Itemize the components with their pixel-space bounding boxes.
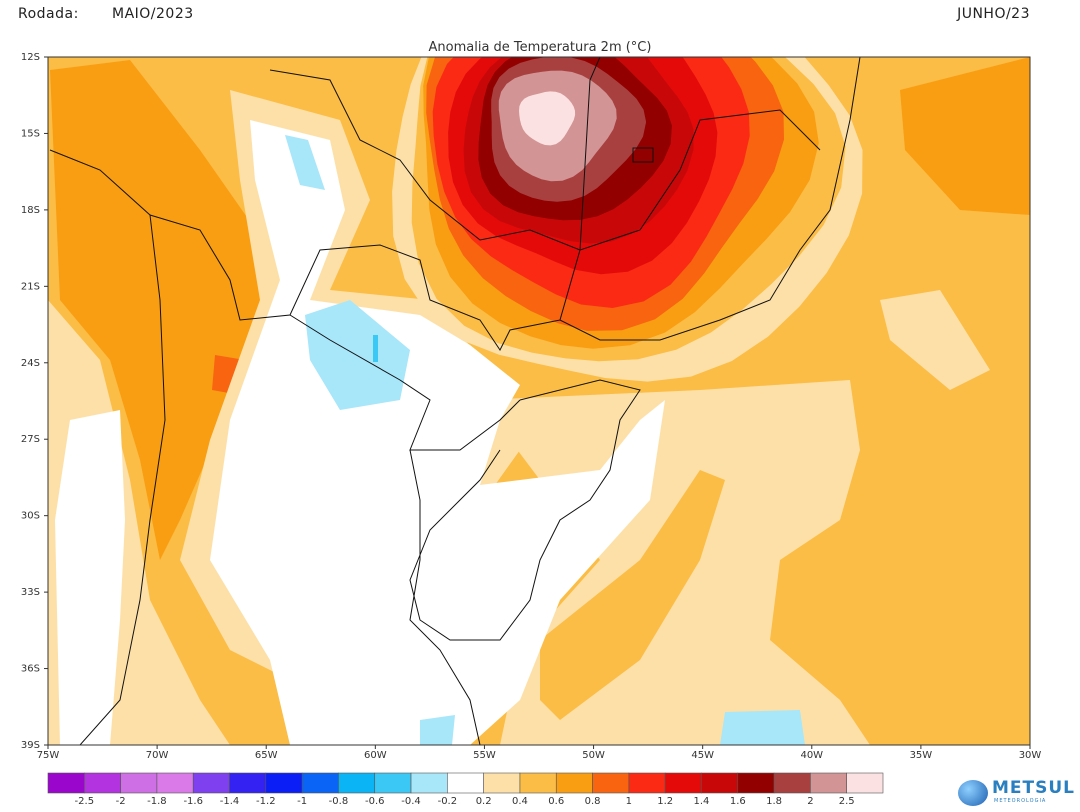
colorbar-swatch xyxy=(846,772,884,794)
field-neg-blob-3 xyxy=(720,710,805,745)
colorbar-swatch xyxy=(447,772,484,794)
colorbar-label: -0.8 xyxy=(328,796,349,807)
colorbar-swatch xyxy=(628,772,666,794)
colorbar-swatch xyxy=(410,772,448,794)
lon-label: 65W xyxy=(255,750,278,761)
field-right-orange xyxy=(900,57,1030,215)
lat-label: 18S xyxy=(21,205,40,216)
colorbar-swatch xyxy=(374,772,412,794)
lon-label: 70W xyxy=(146,750,169,761)
colorbar-label: 0.2 xyxy=(475,796,492,807)
colorbar-label: -1.8 xyxy=(147,796,167,807)
colorbar-label: 1.6 xyxy=(729,796,746,807)
colorbar-swatch xyxy=(664,772,702,794)
colorbar-swatch xyxy=(592,772,630,794)
metsul-logo: METSUL METEOROLOGIA xyxy=(950,776,1074,810)
field-neg-blob-1 xyxy=(305,300,410,410)
lon-label: 55W xyxy=(473,750,496,761)
colorbar-label: -1.6 xyxy=(183,796,203,807)
colorbar-label: -0.4 xyxy=(401,796,421,807)
colorbar-swatch xyxy=(84,772,121,794)
colorbar-swatch xyxy=(265,772,303,794)
field-neg-blob-2 xyxy=(285,135,325,190)
lon-label: 30W xyxy=(1019,750,1042,761)
colorbar-swatch xyxy=(519,772,557,794)
colorbar-swatch xyxy=(301,772,339,794)
colorbar-swatch xyxy=(555,772,593,794)
field-right-light xyxy=(880,290,990,390)
map-frame xyxy=(47,56,1031,746)
run-label: Rodada: xyxy=(18,6,79,22)
lon-label: 60W xyxy=(364,750,387,761)
run-value: MAIO/2023 xyxy=(112,6,194,22)
colorbar-label: 2.5 xyxy=(838,796,855,807)
colorbar-swatch xyxy=(229,772,267,794)
colorbar-swatch xyxy=(483,772,521,794)
colorbar-label: -1 xyxy=(297,796,308,807)
lon-label: 45W xyxy=(691,750,714,761)
colorbar-swatch xyxy=(120,772,158,794)
lat-label: 12S xyxy=(21,52,40,63)
colorbar-label: -1.2 xyxy=(256,796,276,807)
lon-label: 35W xyxy=(910,750,933,761)
map-title: Anomalia de Temperatura 2m (°C) xyxy=(428,40,652,55)
field-neg-blob-4 xyxy=(420,715,455,745)
lon-label: 50W xyxy=(582,750,605,761)
colorbar-swatch xyxy=(737,772,775,794)
colorbar-label: 0.4 xyxy=(512,796,528,807)
colorbar-label: -0.6 xyxy=(364,796,385,807)
colorbar-label: 1.8 xyxy=(766,796,783,807)
colorbar-swatch xyxy=(810,772,847,794)
lon-label: 40W xyxy=(800,750,823,761)
colorbar-swatch xyxy=(773,772,811,794)
lat-label: 21S xyxy=(21,281,40,292)
lat-label: 33S xyxy=(21,587,40,598)
anomaly-contour-22 xyxy=(519,91,576,146)
valid-month: JUNHO/23 xyxy=(957,6,1030,22)
colorbar-label: 1.4 xyxy=(693,796,710,807)
colorbar-label: 1 xyxy=(625,796,633,807)
colorbar-swatch xyxy=(192,772,230,794)
colorbar-swatch xyxy=(338,772,376,794)
colorbar-swatch xyxy=(701,772,739,794)
colorbar-swatch xyxy=(47,772,85,794)
colorbar-label: -1.4 xyxy=(219,796,240,807)
lat-label: 15S xyxy=(21,128,40,139)
colorbar-label: 1.2 xyxy=(657,796,674,807)
lat-label: 39S xyxy=(21,740,40,751)
field-west-white xyxy=(55,410,125,745)
lon-label: 75W xyxy=(37,750,60,761)
lat-label: 27S xyxy=(21,434,40,445)
country-borders xyxy=(49,57,861,745)
globe-icon xyxy=(958,780,988,806)
colorbar-label: -2.5 xyxy=(74,796,95,807)
lat-label: 24S xyxy=(21,358,40,369)
lat-label: 30S xyxy=(21,511,40,522)
colorbar-swatch xyxy=(156,772,194,794)
colorbar-label: -2 xyxy=(115,796,126,807)
colorbar-label: 0.8 xyxy=(584,796,601,807)
field-ocean-orange xyxy=(540,470,725,720)
colorbar-label: 0.6 xyxy=(548,796,565,807)
field-central-white xyxy=(210,120,665,745)
colorbar-label: 2 xyxy=(807,796,814,807)
lat-label: 36S xyxy=(21,664,40,675)
field-neg-blob-core xyxy=(373,335,378,362)
colorbar-label: -0.2 xyxy=(437,796,458,807)
